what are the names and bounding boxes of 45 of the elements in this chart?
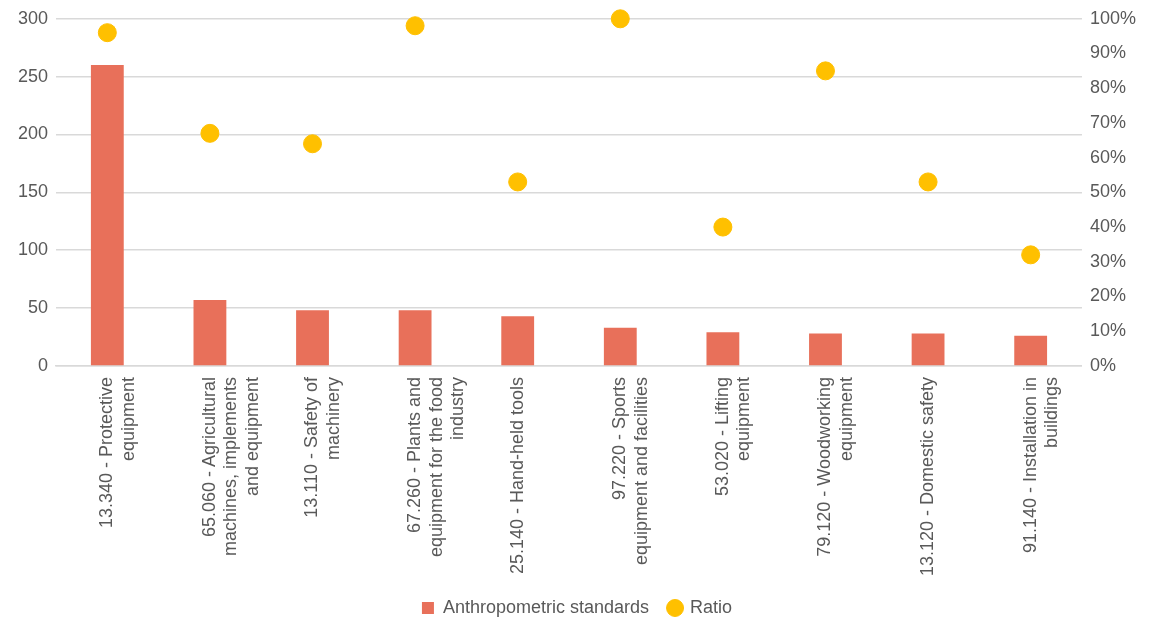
y2-tick-label: 100% (1089, 7, 1137, 28)
y-tick-label: 100 (17, 239, 49, 260)
bar (398, 310, 432, 366)
point (815, 61, 835, 81)
legend-label: Ratio (690, 596, 733, 617)
bar (193, 299, 227, 366)
y2-tick-label: 70% (1089, 111, 1126, 132)
y2-tick-label: 0% (1089, 354, 1116, 375)
bar (1014, 335, 1048, 366)
point (918, 172, 938, 192)
y2-tick-label: 50% (1089, 181, 1126, 202)
bar (296, 310, 329, 366)
y-tick-label: 50 (28, 297, 49, 318)
point (303, 134, 323, 154)
y-tick-label: 150 (17, 181, 49, 202)
y-tick-label: 0 (38, 354, 49, 375)
point (508, 172, 528, 192)
x-tick-label: 13.340 - Protective equipment (96, 376, 138, 528)
bar (501, 316, 535, 366)
point (97, 23, 117, 43)
point (1021, 245, 1041, 265)
bar (706, 332, 740, 366)
y-tick-label: 200 (17, 123, 49, 144)
bar (911, 333, 945, 366)
x-tick-label: 13.120 - Domestic safety (917, 376, 938, 576)
y2-tick-label: 60% (1089, 146, 1126, 167)
point (200, 123, 220, 143)
bar (90, 65, 124, 366)
y2-tick-label: 80% (1089, 77, 1126, 98)
y2-tick-label: 20% (1089, 285, 1126, 306)
x-tick-label: 91.140 - Installation in buildings (1019, 376, 1062, 554)
y2-tick-label: 90% (1089, 42, 1126, 63)
x-tick-label: 25.140 - Hand-held tools (506, 376, 527, 575)
point (405, 16, 425, 36)
x-tick-label: 67.260 - Plants and equipment for the food industry (404, 376, 468, 558)
bar (603, 327, 637, 366)
bar (809, 333, 842, 366)
point (713, 217, 733, 237)
y-tick-label: 250 (17, 65, 49, 86)
y2-tick-label: 30% (1089, 250, 1126, 271)
y2-tick-label: 10% (1089, 320, 1126, 341)
point (610, 9, 630, 29)
y-tick-label: 300 (17, 7, 49, 28)
legend-label: Anthropometric standards (442, 596, 650, 617)
y2-tick-label: 40% (1089, 216, 1126, 237)
